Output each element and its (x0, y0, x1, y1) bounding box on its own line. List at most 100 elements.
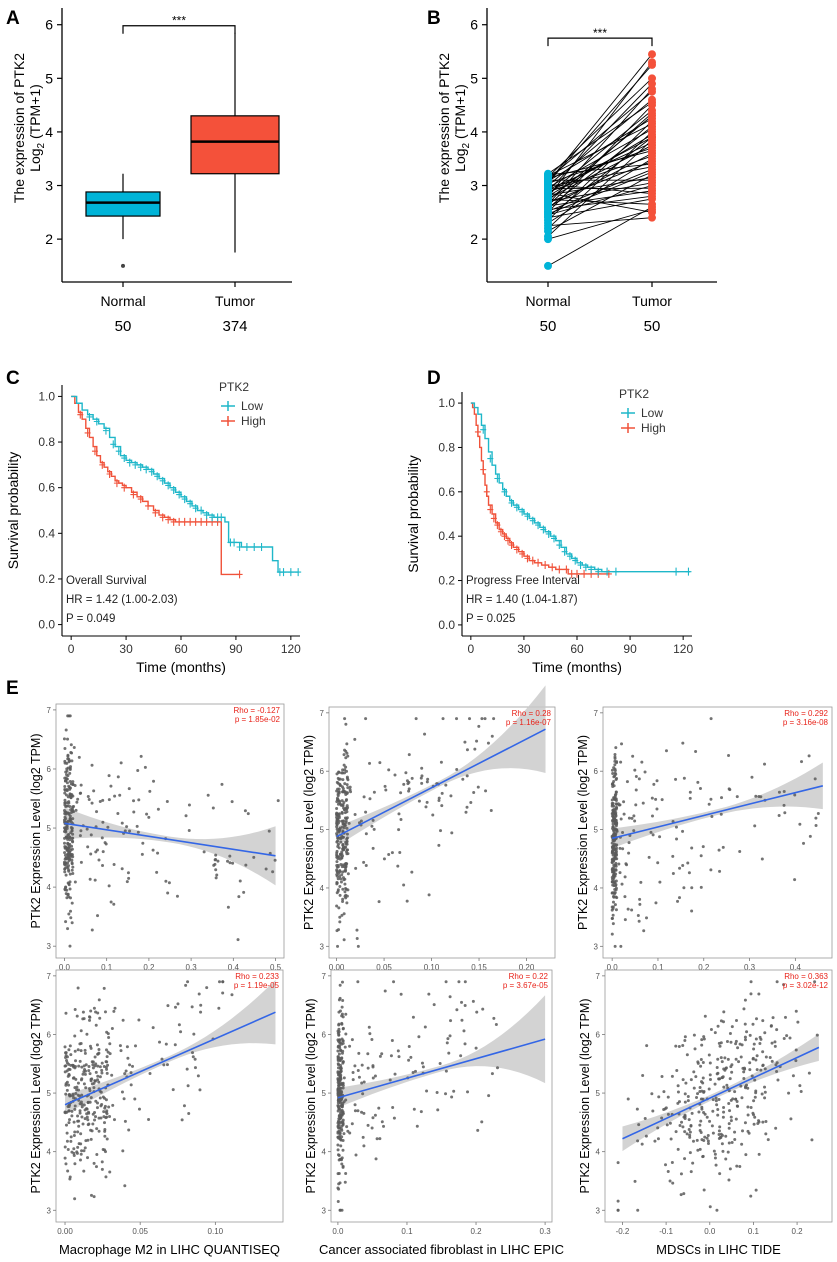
data-point (128, 829, 132, 833)
data-point (99, 1090, 103, 1094)
data-point (374, 1157, 378, 1161)
data-point (340, 1082, 344, 1086)
data-point (123, 1184, 127, 1188)
data-point (404, 771, 408, 775)
km-censor-high (497, 527, 504, 536)
data-point (90, 928, 94, 932)
data-point (63, 867, 67, 871)
data-point (611, 822, 615, 826)
data-point (340, 790, 344, 794)
data-point (70, 759, 74, 763)
y-axis-title: PTK2 Expression Level (log2 TPM) (29, 999, 43, 1194)
km-censor-high (170, 517, 177, 526)
data-point (611, 907, 615, 911)
data-point (393, 773, 397, 777)
data-point (716, 1113, 720, 1117)
pair-line (547, 136, 653, 193)
data-point (94, 850, 98, 854)
data-point (431, 813, 435, 817)
data-point (70, 901, 74, 905)
data-point (338, 812, 342, 816)
data-point (186, 1084, 190, 1088)
pair-line (547, 192, 653, 213)
data-point (357, 1051, 361, 1055)
data-point (622, 812, 626, 816)
y-tick-label: 6 (470, 17, 478, 33)
data-point (715, 1065, 719, 1069)
km-censor-low (524, 512, 531, 521)
data-point (699, 1064, 703, 1068)
km-censor-high (176, 517, 183, 526)
data-point (722, 1085, 726, 1089)
km-censor-low (685, 567, 692, 576)
data-point (705, 1136, 709, 1140)
data-point (238, 879, 242, 883)
data-point (771, 1016, 775, 1020)
data-point (94, 1070, 98, 1074)
data-point (380, 1120, 384, 1124)
data-point (725, 1083, 729, 1087)
data-point (623, 918, 627, 922)
data-point (439, 829, 443, 833)
normal-point (544, 209, 552, 218)
data-point (413, 1069, 417, 1073)
data-point (340, 1005, 344, 1009)
data-point (137, 1107, 141, 1111)
data-point (335, 819, 339, 823)
data-point (166, 891, 170, 895)
km-censor-high (130, 490, 137, 499)
data-point (356, 1069, 360, 1073)
significance-label: *** (593, 26, 607, 40)
data-point (653, 1139, 657, 1143)
data-point (62, 860, 66, 864)
pair-line (547, 187, 653, 190)
data-point (448, 1034, 452, 1038)
data-point (367, 1025, 371, 1029)
data-point (742, 1077, 746, 1081)
data-point (611, 913, 615, 917)
data-point (630, 816, 634, 820)
data-point (242, 890, 246, 894)
tumor-point (648, 176, 656, 185)
data-point (654, 797, 658, 801)
data-point (69, 852, 73, 856)
data-point (109, 900, 113, 904)
data-point (113, 794, 117, 798)
data-point (399, 992, 403, 996)
data-point (677, 896, 681, 900)
x-tick-label: 0.3 (540, 1227, 552, 1236)
data-point (721, 845, 725, 849)
data-point (344, 799, 348, 803)
data-point (711, 1131, 715, 1135)
data-point (128, 1063, 132, 1067)
y-tick-label: 0.6 (438, 485, 455, 499)
data-point (754, 1037, 758, 1041)
data-point (92, 1081, 96, 1085)
data-point (107, 1036, 111, 1040)
data-point (89, 1128, 93, 1132)
data-point (122, 1097, 126, 1101)
data-point (706, 1139, 710, 1143)
pair-line (547, 83, 653, 192)
pair-line (547, 102, 653, 175)
data-point (76, 1130, 80, 1134)
km-censor-low (508, 498, 515, 507)
data-point (140, 852, 144, 856)
data-point (621, 830, 625, 834)
km-curve-low (71, 395, 299, 573)
data-point (402, 883, 406, 887)
data-point (407, 787, 411, 791)
data-point (64, 886, 68, 890)
data-point (66, 856, 70, 860)
km-censor-low (243, 543, 250, 552)
data-point (338, 1059, 342, 1063)
data-point (337, 816, 341, 820)
km-censor-high (474, 427, 481, 436)
data-point (753, 824, 757, 828)
data-point (339, 1048, 343, 1052)
data-point (770, 1059, 774, 1063)
data-point (754, 794, 758, 798)
data-point (396, 1049, 400, 1053)
data-point (613, 903, 617, 907)
data-point (666, 1095, 670, 1099)
